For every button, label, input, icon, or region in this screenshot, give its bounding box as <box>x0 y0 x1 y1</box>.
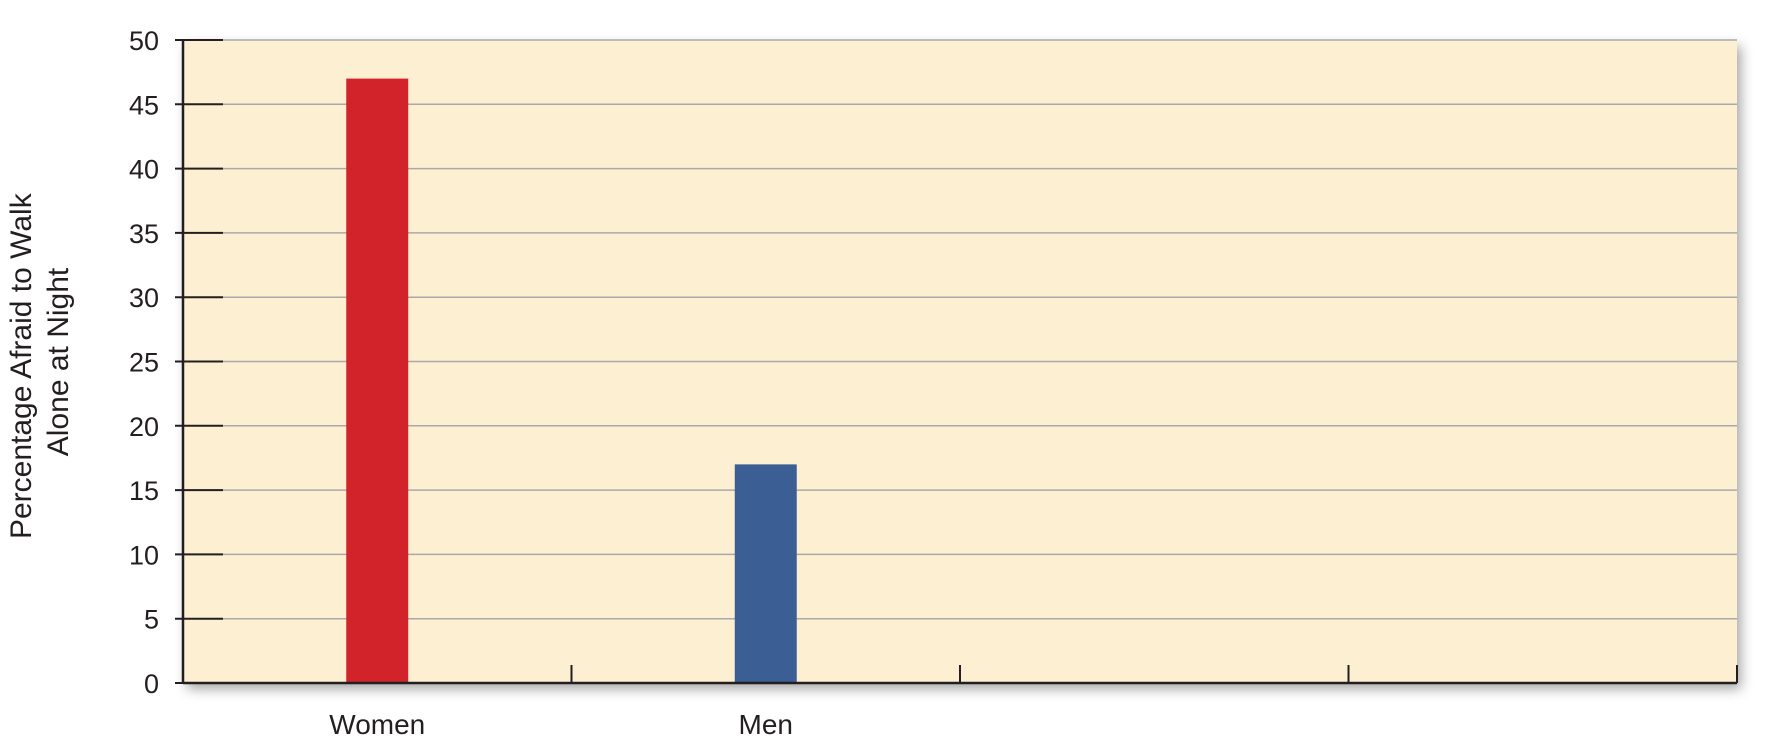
y-ticks <box>175 39 223 684</box>
x-category-labels: Women Men <box>329 709 793 740</box>
y-tick-label: 45 <box>129 90 159 120</box>
y-tick-label: 40 <box>129 155 159 185</box>
y-tick-label: 0 <box>144 669 159 699</box>
y-tick-label: 50 <box>129 26 159 56</box>
bar-men <box>734 464 797 683</box>
y-axis-title: Percentage Afraid to Walk Alone at Night <box>5 185 75 539</box>
y-tick-label: 25 <box>129 348 159 378</box>
bars <box>346 78 797 683</box>
y-tick-labels: 0 5 10 15 20 25 30 35 40 45 50 <box>129 26 159 699</box>
bar-women <box>346 78 409 683</box>
y-tick-label: 35 <box>129 219 159 249</box>
y-tick-label: 30 <box>129 283 159 313</box>
y-axis-title-line-2: Alone at Night <box>42 267 75 456</box>
y-tick-label: 10 <box>129 540 159 570</box>
x-category-label: Men <box>739 709 793 740</box>
x-ticks <box>570 665 1738 683</box>
grid-lines <box>183 39 1737 620</box>
x-category-label: Women <box>329 709 425 740</box>
y-tick-label: 15 <box>129 476 159 506</box>
y-tick-label: 5 <box>144 605 159 635</box>
y-axis-title-line-1: Percentage Afraid to Walk <box>5 192 38 539</box>
y-tick-label: 20 <box>129 412 159 442</box>
